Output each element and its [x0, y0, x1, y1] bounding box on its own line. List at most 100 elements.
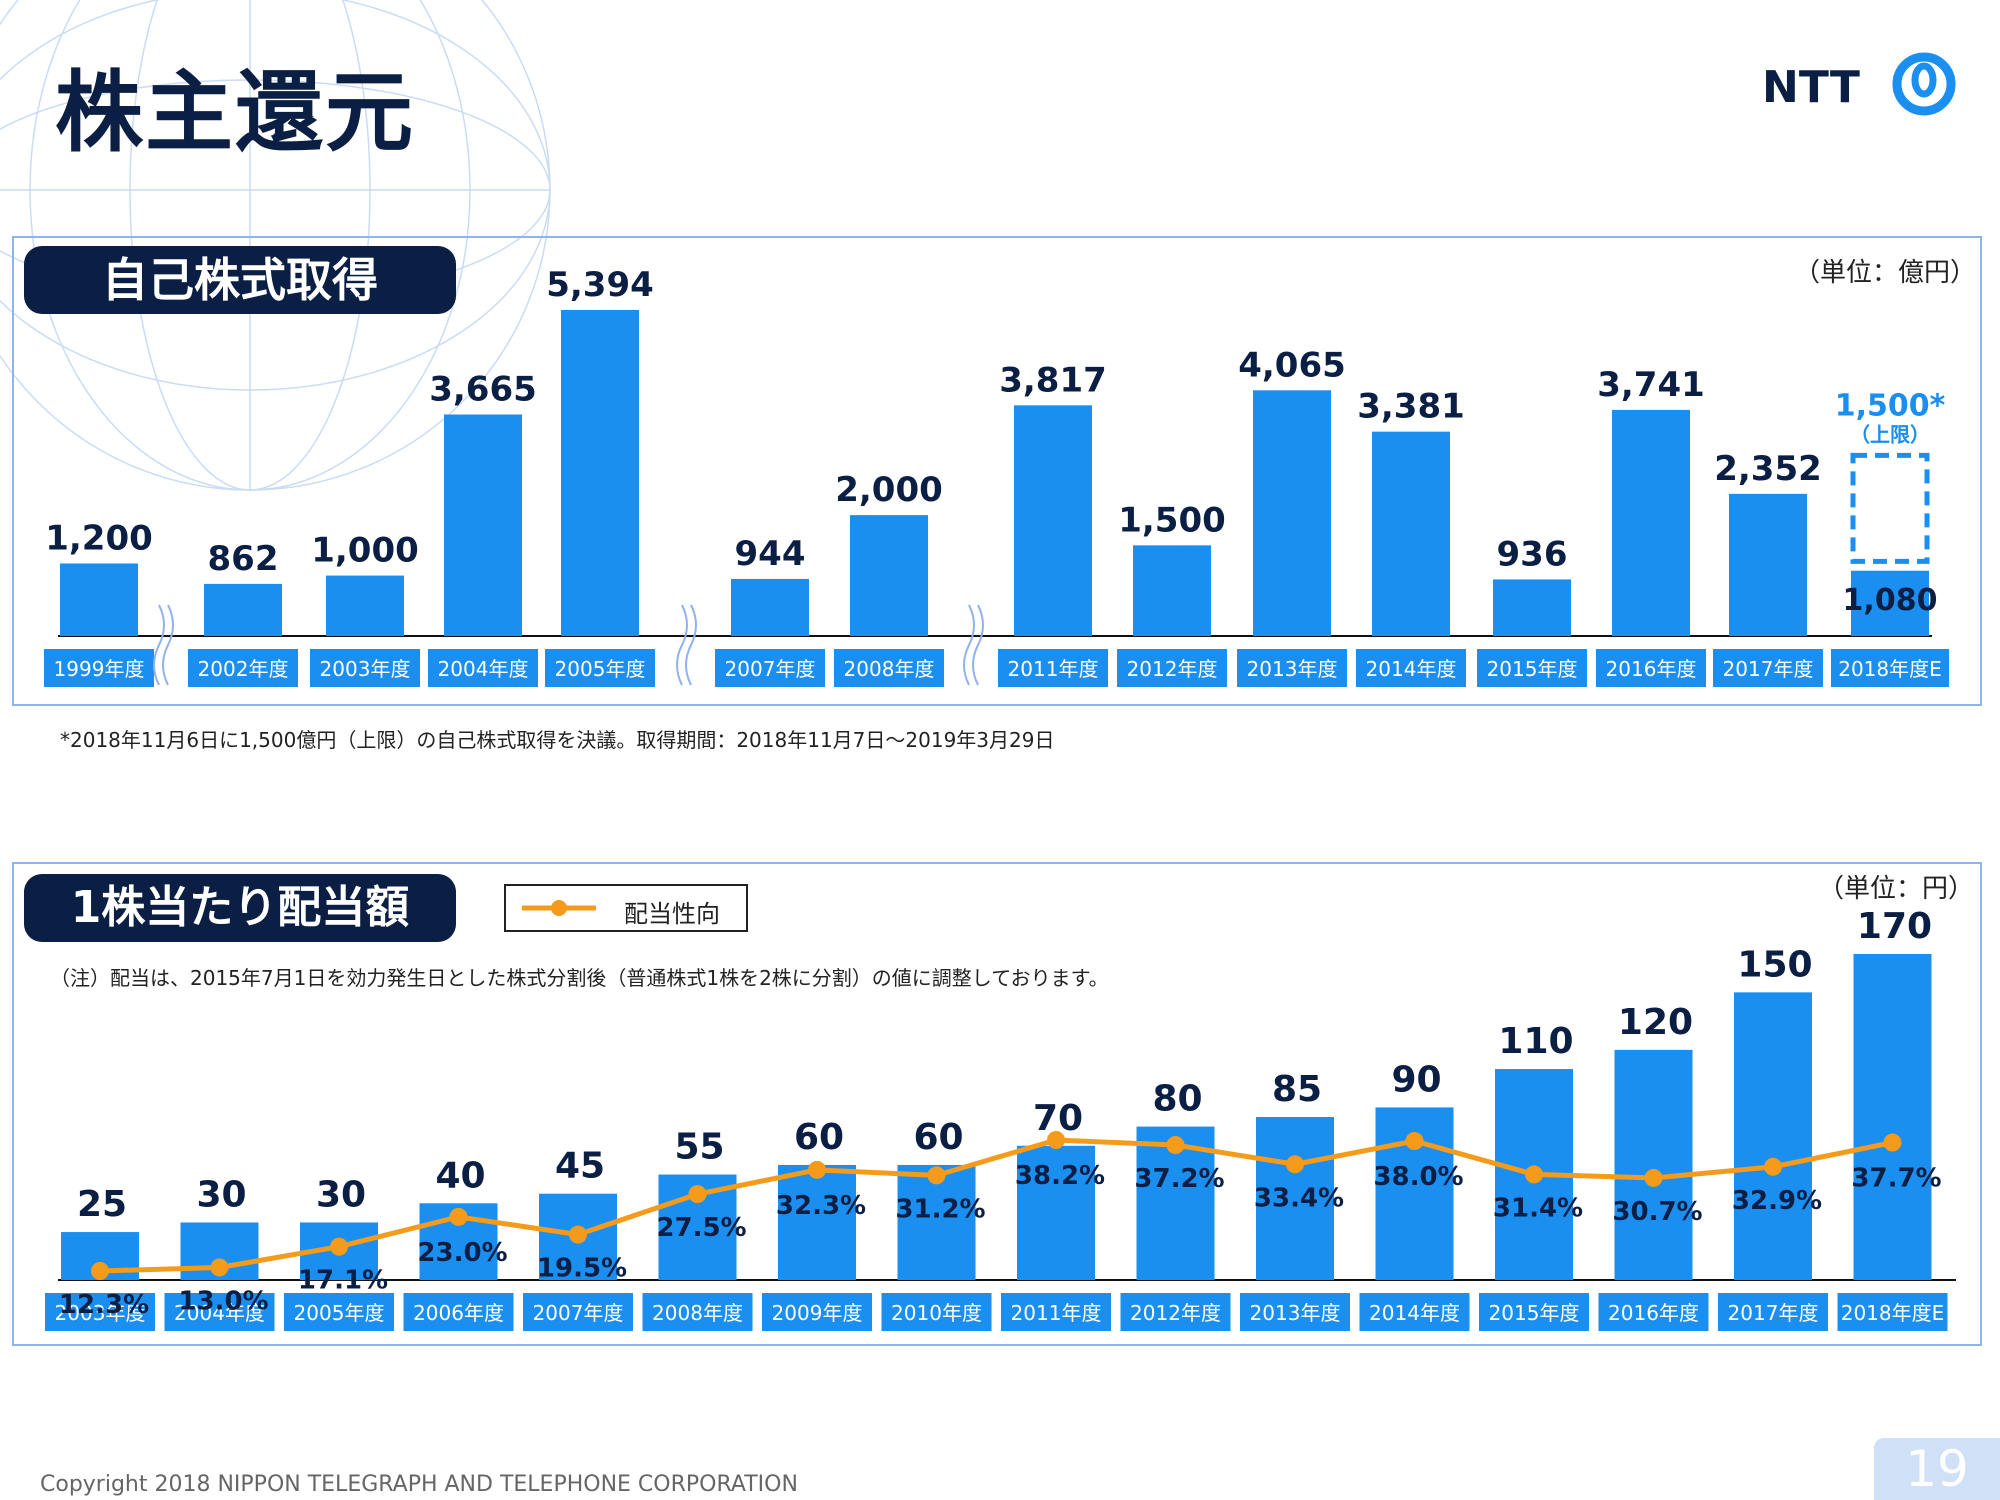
dividend-value-label: 30 [316, 1174, 366, 1215]
dividend-category-label: 2018年度E [1841, 1301, 1945, 1325]
legend-line-marker [522, 900, 596, 916]
buyback-value-label: 2,352 [1714, 449, 1822, 489]
payout-ratio-point [1644, 1168, 1663, 1187]
dividend-value-label: 150 [1737, 944, 1812, 985]
payout-ratio-point [808, 1160, 826, 1179]
buyback-category-label: 2004年度 [438, 657, 529, 681]
dividend-category-label: 2012年度 [1130, 1301, 1221, 1325]
legend-label: 配当性向 [624, 900, 720, 928]
dividend-value-label: 55 [674, 1127, 724, 1168]
buyback-value-label: 1,500 [1118, 500, 1226, 540]
dividend-value-label: 85 [1272, 1069, 1322, 1110]
dividend-value-label: 90 [1391, 1059, 1441, 1100]
axis-break-mark [685, 604, 697, 686]
buyback-bar [204, 583, 282, 636]
buyback-value-label: 2,000 [835, 470, 943, 510]
buyback-category-label: 2018年度E [1838, 657, 1942, 681]
buyback-bar [1493, 579, 1571, 636]
buyback-category-label: 2007年度 [725, 657, 816, 681]
dividend-value-label: 60 [794, 1117, 844, 1158]
dividend-category-box [1598, 1293, 1709, 1331]
dividend-category-label: 2009年度 [772, 1301, 863, 1325]
dividend-category-label: 2017年度 [1728, 1301, 1819, 1325]
page-title: 株主還元 [55, 61, 416, 164]
axis-break-mark [963, 604, 975, 686]
buyback-category-box [188, 649, 298, 687]
buyback-value-label: 944 [735, 534, 806, 574]
buyback-category-box [1831, 649, 1949, 687]
buyback-category-box [310, 649, 420, 687]
payout-ratio-label: 31.4% [1493, 1193, 1583, 1223]
dividend-value-label: 25 [77, 1184, 127, 1225]
buyback-category-label: 2014年度 [1366, 657, 1457, 681]
logo-text: NTT [1762, 62, 1860, 113]
dividend-category-box [523, 1293, 633, 1331]
buyback-category-label: 2002年度 [198, 657, 289, 681]
payout-ratio-label: 32.9% [1732, 1186, 1822, 1216]
buyback-value-label: 5,394 [546, 265, 654, 305]
buyback-bar [444, 414, 522, 636]
payout-ratio-point [1405, 1132, 1424, 1151]
payout-ratio-label: 38.0% [1373, 1162, 1463, 1192]
dividend-unit: （単位：円） [1818, 874, 1975, 904]
dividend-value-label: 80 [1152, 1079, 1202, 1120]
buyback-value-label: 3,741 [1597, 365, 1705, 405]
buyback-category-label: 2003年度 [320, 657, 411, 681]
dividend-category-box [1120, 1293, 1231, 1331]
ntt-logo: NTT [1762, 52, 1956, 116]
buyback-value-label: 3,817 [999, 360, 1107, 400]
payout-ratio-label: 37.7% [1851, 1164, 1941, 1194]
buyback-upper-limit-sublabel: （上限） [1850, 422, 1930, 446]
buyback-category-box [834, 649, 944, 687]
payout-ratio-point [1764, 1157, 1782, 1176]
payout-ratio-label: 31.2% [895, 1194, 985, 1224]
dividend-category-label: 2004年度 [174, 1301, 265, 1325]
payout-ratio-label: 30.7% [1612, 1197, 1702, 1227]
dividend-category-label: 2013年度 [1250, 1301, 1341, 1325]
buyback-category-label: 2015年度 [1487, 657, 1578, 681]
dividend-bar [1734, 992, 1812, 1280]
payout-ratio-point [569, 1225, 587, 1244]
dividend-category-box [642, 1293, 753, 1331]
dividend-bar [778, 1164, 856, 1280]
dividend-category-box [164, 1293, 275, 1331]
dividend-bar [1017, 1145, 1095, 1280]
payout-ratio-label: 19.5% [537, 1254, 627, 1284]
buyback-value-label: 862 [208, 539, 279, 579]
dividend-value-label: 40 [435, 1155, 485, 1196]
buyback-bar [1253, 390, 1331, 636]
dividend-category-box [45, 1293, 155, 1331]
dividend-category-box [762, 1293, 872, 1331]
buyback-value-label: 4,065 [1238, 345, 1346, 385]
payout-ratio-point [927, 1166, 946, 1185]
payout-ratio-point [1286, 1155, 1304, 1174]
payout-ratio-point [330, 1237, 348, 1256]
payout-ratio-point [1883, 1133, 1902, 1152]
payout-ratio-label: 23.0% [417, 1238, 507, 1268]
payout-ratio-point [1525, 1165, 1543, 1184]
buyback-bar [561, 310, 639, 636]
buyback-bar [1014, 405, 1092, 636]
buyback-value-label: 936 [1497, 534, 1568, 574]
buyback-category-box [1713, 649, 1823, 687]
dividend-bar [1256, 1117, 1334, 1280]
dividend-value-label: 30 [196, 1174, 246, 1215]
dividend-category-label: 2010年度 [891, 1301, 982, 1325]
payout-ratio-label: 38.2% [1015, 1161, 1105, 1191]
dividend-category-label: 2003年度 [55, 1301, 146, 1325]
buyback-chart: 1,200 1999年度 862 2002年度 1,000 2003年度 3,665 2004… [44, 265, 1949, 687]
buyback-category-box [715, 649, 825, 687]
payout-ratio-label: 13.0% [178, 1286, 268, 1316]
buyback-category-box [545, 649, 655, 687]
payout-ratio-legend: 配当性向 [504, 884, 748, 932]
payout-ratio-line [99, 1137, 1893, 1274]
axis-break-mark [162, 604, 174, 686]
buyback-category-label: 1999年度 [54, 657, 145, 681]
dividend-panel [12, 862, 1982, 1346]
dividend-value-label: 60 [913, 1117, 963, 1158]
dividend-value-label: 120 [1618, 1002, 1693, 1043]
ntt-logo-icon [1892, 52, 1956, 116]
buyback-panel [12, 236, 1982, 706]
dividend-category-label: 2014年度 [1369, 1301, 1460, 1325]
buyback-category-label: 2011年度 [1008, 657, 1099, 681]
